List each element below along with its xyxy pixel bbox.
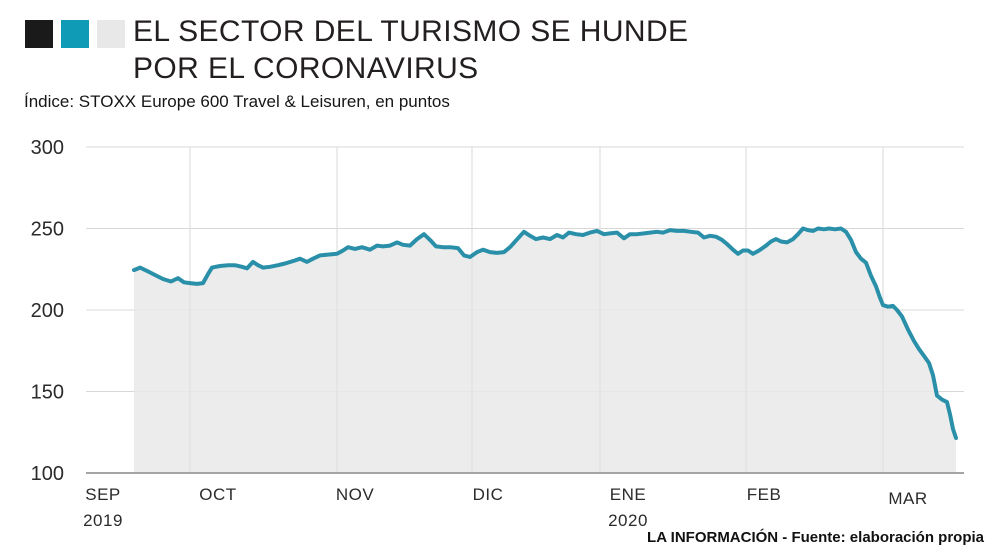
y-tick-label: 300 xyxy=(31,137,64,159)
x-tick-year-label: 2019 xyxy=(83,511,123,530)
x-tick-label: MAR xyxy=(888,489,927,508)
legend-swatch-gray xyxy=(97,20,125,48)
x-tick-label: OCT xyxy=(199,485,236,504)
y-tick-label: 200 xyxy=(31,300,64,322)
x-tick-label: DIC xyxy=(473,485,504,504)
source-credit: LA INFORMACIÓN - Fuente: elaboración pro… xyxy=(647,529,984,546)
x-tick-label: NOV xyxy=(336,485,375,504)
area-fill xyxy=(134,228,956,473)
x-tick-label: FEB xyxy=(747,485,782,504)
x-tick-year-label: 2020 xyxy=(608,511,648,530)
y-tick-label: 250 xyxy=(31,219,64,241)
legend-swatch-black xyxy=(25,20,53,48)
page-title: EL SECTOR DEL TURISMO SE HUNDE POR EL CO… xyxy=(133,13,688,87)
x-tick-label: ENE xyxy=(610,485,646,504)
x-tick-label: SEP xyxy=(85,485,121,504)
legend-swatch-teal xyxy=(61,20,89,48)
page-title-line1: EL SECTOR DEL TURISMO SE HUNDE xyxy=(133,15,689,48)
y-tick-label: 100 xyxy=(31,463,64,485)
chart-subtitle: Índice: STOXX Europe 600 Travel & Leisur… xyxy=(24,92,450,111)
title-legend-swatches xyxy=(25,20,125,48)
series-line xyxy=(132,226,958,440)
y-tick-label: 150 xyxy=(31,382,64,404)
page-title-line2: POR EL CORONAVIRUS xyxy=(133,52,479,85)
